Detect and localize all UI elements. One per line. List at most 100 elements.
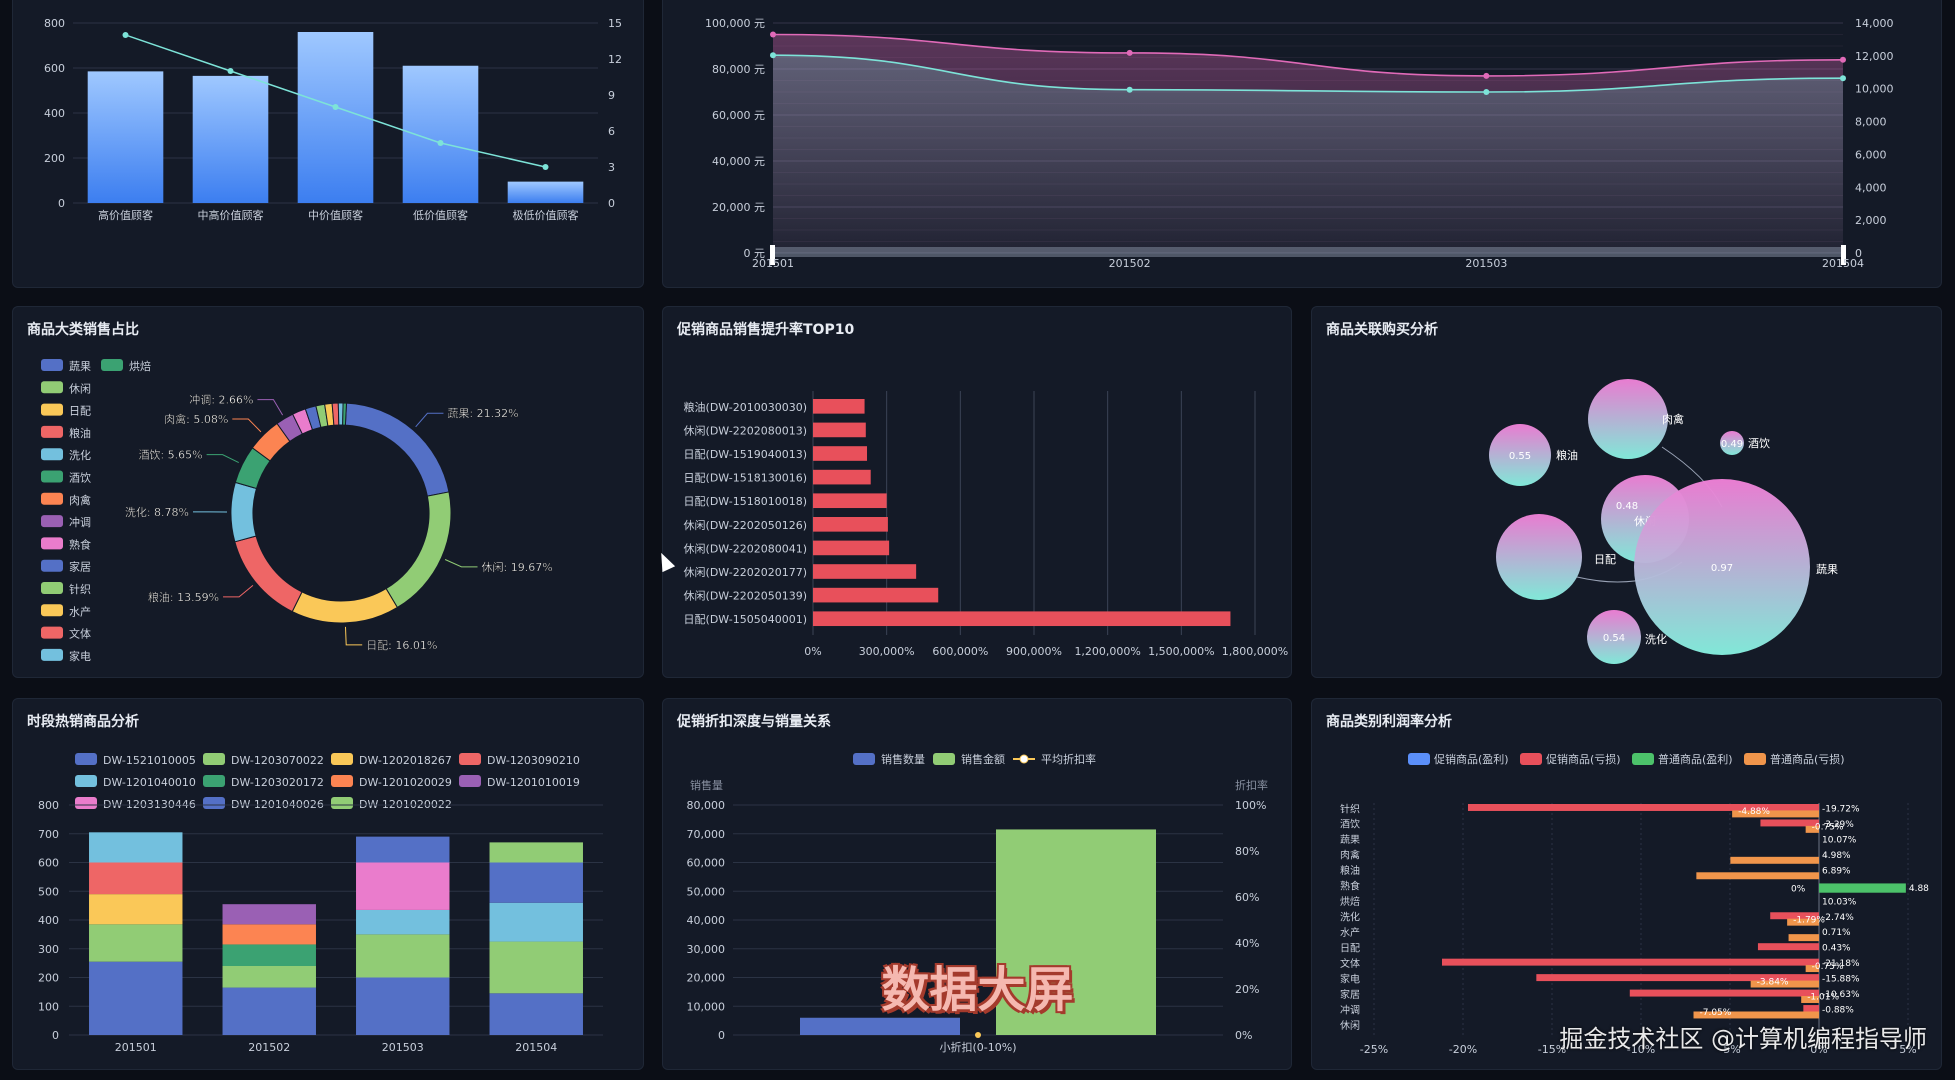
y2-tick-label: 10,000 — [1855, 83, 1894, 96]
y2-tick-label: 0 — [608, 197, 615, 210]
y-tick-label: 粮油(DW-2010030030) — [684, 400, 807, 414]
x-tick-label: -25% — [1360, 1043, 1388, 1056]
customer-value-chart: 0 200 400 600 800 0 3 6 9 12 15 高价值顾客 中高价值顾客 中价值顾客 低价值… — [44, 17, 622, 222]
y-tick-label: 烘焙 — [1340, 895, 1360, 908]
y2-tick-label: 12,000 — [1855, 50, 1894, 63]
bar-label: -0.75% — [1812, 962, 1844, 972]
legend-swatch — [203, 753, 225, 765]
y-tick-label: 针织 — [1340, 802, 1360, 815]
line-point — [770, 52, 776, 59]
stacked-bar-segment — [356, 836, 450, 863]
bar-label: 6.89% — [1822, 866, 1851, 876]
y2-tick-label: 9 — [608, 89, 615, 102]
bar — [813, 587, 939, 603]
bubble — [1587, 610, 1641, 664]
stacked-bar-segment — [489, 842, 583, 863]
bar — [1732, 810, 1819, 818]
panel-assoc-buy: 商品关联购买分析 肉禽 0.49 酒饮 0.55 粮油 0.48 休闲 日配 0.97 蔬果 0.5… — [1311, 306, 1942, 678]
bar — [192, 75, 269, 203]
y-tick-label: 80,000 元 — [712, 63, 765, 76]
bar-label: -0.88% — [1822, 1006, 1854, 1016]
y-tick-label: 肉禽 — [1340, 849, 1360, 862]
stacked-bar-segment — [89, 961, 183, 1035]
promo-top10-chart: 0% 300,000% 600,000% 900,000% 1,200,000% 1,50… — [684, 391, 1288, 658]
bar-label: -10.63% — [1822, 990, 1860, 1000]
stacked-bar-segment — [89, 832, 183, 863]
monthly-trend-chart: 0 元 20,000 元 40,000 元 60,000 元 80,000 元 100,0… — [705, 17, 1894, 270]
zoom-handle-right — [1841, 245, 1846, 265]
legend-swatch — [331, 753, 353, 765]
bar-label: -0.75% — [1812, 823, 1844, 833]
y-tick-label: 800 — [38, 799, 59, 812]
legend-swatch — [853, 753, 875, 765]
watermark: 掘金技术社区 @计算机编程指导师 — [1559, 1025, 1927, 1053]
legend-label: 针织 — [69, 582, 91, 596]
y-tick-label: 800 — [44, 17, 65, 30]
bar — [1750, 980, 1819, 988]
zoom-slider — [773, 247, 1843, 257]
slice-label: 休闲: 19.67% — [482, 560, 553, 574]
legend-label: 家电 — [69, 649, 91, 663]
y-tick-label: 300 — [38, 943, 59, 956]
bubble — [1588, 379, 1668, 459]
y2-axis-title: 折扣率 — [1235, 778, 1268, 792]
bubble-value: 0.55 — [1509, 451, 1531, 462]
bar — [813, 422, 866, 438]
bubble — [1489, 424, 1551, 486]
zoom-handle-left — [770, 245, 775, 265]
line-point — [227, 68, 234, 74]
line-point — [1840, 56, 1846, 63]
bar — [1467, 804, 1819, 811]
x-tick-label: 201502 — [1109, 257, 1151, 270]
legend-label: 肉禽 — [69, 493, 91, 507]
pie-slice — [291, 587, 399, 624]
legend-swatch — [75, 753, 97, 765]
x-tick-label: 600,000% — [932, 645, 988, 658]
y-tick-label: 500 — [38, 885, 59, 898]
legend-label: DW-1201020029 — [359, 776, 452, 789]
stacked-bar-segment — [89, 862, 183, 895]
stacked-bar-segment — [489, 993, 583, 1035]
bubble-value: 0.54 — [1603, 633, 1625, 644]
bar — [1805, 965, 1819, 973]
slice-label: 粮油: 13.59% — [148, 590, 219, 604]
stacked-bar-segment — [222, 904, 316, 925]
line-series — [772, 54, 1844, 93]
bar — [1693, 1011, 1819, 1019]
legend-swatch — [331, 797, 353, 809]
bar-label: 0% — [1791, 884, 1806, 894]
pie-slice — [385, 491, 452, 609]
stacked-bar-segment — [356, 862, 450, 910]
pie-slice — [344, 402, 450, 497]
x-tick-label: 201502 — [248, 1041, 290, 1054]
y2-tick-label: 2,000 — [1855, 214, 1887, 227]
bar-label: -4.88% — [1738, 807, 1770, 817]
bar-label: 4.98% — [1822, 851, 1851, 861]
label-leader — [223, 585, 254, 598]
bar — [1760, 819, 1819, 827]
x-tick-label: -10% — [1627, 1043, 1655, 1056]
legend-label: 水产 — [69, 604, 91, 618]
x-tick-label: 高价值顾客 — [98, 208, 153, 222]
slice-label: 日配: 16.01% — [366, 639, 437, 652]
label-leader — [257, 399, 284, 416]
bubble — [1634, 479, 1810, 655]
x-tick-label: 中高价值顾客 — [198, 208, 264, 222]
y-tick-label: 文体 — [1340, 957, 1360, 970]
legend-label: 熟食 — [69, 537, 91, 551]
bar — [1629, 989, 1819, 997]
y-tick-label: 日配(DW-1519040013) — [684, 448, 807, 461]
bar-label: -3.29% — [1822, 820, 1854, 830]
label-leader — [232, 418, 262, 433]
y-tick-label: 日配(DW-1518010018) — [684, 495, 807, 508]
label-leader — [415, 412, 444, 428]
y-tick-label: 酒饮 — [1340, 818, 1360, 831]
line-point — [1126, 86, 1133, 93]
bar — [813, 517, 888, 532]
x-tick-label: 小折扣(0-10%) — [940, 1040, 1017, 1054]
legend-swatch — [203, 775, 225, 787]
y-tick-label: 0 — [52, 1029, 59, 1042]
bubble-label: 肉禽 — [1662, 412, 1684, 426]
x-tick-label: 低价值顾客 — [413, 208, 468, 222]
